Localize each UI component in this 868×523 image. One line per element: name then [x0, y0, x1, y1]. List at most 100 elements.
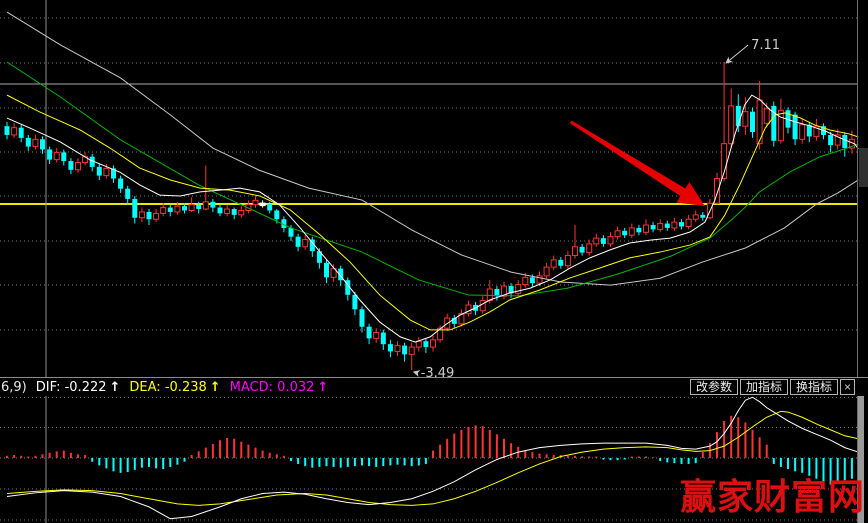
candle-up	[714, 178, 720, 204]
candle-up	[777, 109, 784, 142]
candle-down	[352, 294, 358, 310]
candle-up	[252, 199, 259, 206]
candle-up	[728, 105, 735, 145]
candle-up	[224, 208, 231, 214]
candle-up	[550, 259, 557, 268]
candle-down	[387, 344, 393, 352]
candle-up	[458, 313, 465, 325]
dea-value: DEA: -0.238 ↑	[129, 379, 221, 395]
candle-up	[692, 214, 699, 220]
add-indicator-button[interactable]: 加指标	[739, 379, 788, 395]
annotation-arrow	[725, 44, 749, 64]
ma-fast2-line	[6, 94, 859, 331]
dea-line	[6, 410, 859, 506]
indicator-bar: 6,9) DIF: -0.222 ↑ DEA: -0.238 ↑ MACD: 0.0…	[0, 377, 868, 396]
candle-up	[586, 243, 593, 254]
ma-long-line	[6, 11, 859, 286]
candle-down	[295, 236, 301, 247]
candle-up	[536, 275, 543, 284]
candle-up	[408, 346, 415, 355]
close-indicator-button[interactable]: ×	[839, 379, 855, 395]
candle-up	[607, 236, 614, 245]
candle-flat	[259, 202, 266, 207]
candle-down	[18, 127, 24, 138]
candle-up	[515, 284, 522, 294]
candle-down	[324, 262, 329, 278]
candle-down	[125, 188, 131, 199]
dea-up-arrow-icon: ↑	[209, 379, 221, 395]
macd-panel-scrollbar[interactable]	[858, 396, 864, 523]
candle-up	[32, 138, 39, 148]
price-annotation: 7.11	[751, 38, 780, 53]
dif-line	[6, 396, 859, 520]
candle-down	[111, 168, 116, 179]
candle-down	[508, 286, 514, 294]
candle-down	[4, 126, 10, 135]
candle-down	[785, 110, 791, 128]
ma-fast-line	[6, 94, 859, 343]
candle-up	[572, 246, 578, 257]
candle-up	[614, 230, 621, 238]
candle-up	[479, 300, 486, 312]
candle-down	[806, 124, 812, 137]
candle-down	[40, 139, 45, 150]
candle-down	[96, 166, 102, 176]
macd-value: MACD: 0.032 ↑	[229, 379, 329, 395]
change-params-button[interactable]: 改参数	[689, 379, 738, 395]
candle-down	[679, 222, 684, 227]
candle-down	[451, 318, 457, 324]
candle-down	[828, 134, 834, 146]
scrollbar-thumb[interactable]	[859, 148, 868, 187]
watermark: 赢家财富网	[679, 476, 865, 518]
candle-down	[61, 152, 67, 162]
candle-down	[288, 227, 294, 237]
candle-down	[25, 137, 31, 147]
candle-down	[664, 223, 670, 228]
candle-down	[402, 345, 408, 355]
candle-down	[267, 204, 273, 211]
annotation-arrow	[412, 370, 421, 377]
candle-up	[721, 143, 728, 180]
dif-value: DIF: -0.222 ↑	[35, 379, 121, 395]
candle-down	[650, 225, 656, 230]
candle-down	[146, 211, 152, 220]
candle-down	[494, 288, 500, 297]
candle-up	[437, 327, 444, 341]
candle-down	[558, 259, 564, 266]
candle-up	[138, 211, 145, 219]
switch-indicator-button[interactable]: 换指标	[789, 379, 838, 395]
candle-up	[465, 304, 472, 315]
candle-up	[238, 209, 245, 216]
candle-up	[763, 108, 770, 124]
candle-up	[593, 237, 600, 245]
candle-up	[657, 223, 664, 230]
candle-down	[118, 178, 124, 189]
candle-down	[309, 239, 315, 252]
candle-up	[628, 227, 635, 236]
candle-up	[671, 221, 678, 229]
candle-down	[217, 207, 223, 214]
macd-params-label: 6,9)	[1, 379, 27, 395]
candle-up	[564, 255, 571, 267]
candle-down	[636, 227, 642, 233]
macd-up-arrow-icon: ↑	[317, 379, 329, 395]
candle-up	[643, 224, 649, 233]
candle-up	[430, 339, 436, 348]
candle-down	[735, 105, 741, 127]
ma-mid-line	[6, 61, 859, 297]
candle-down	[750, 111, 755, 133]
candle-up	[302, 239, 309, 248]
candle-up	[522, 276, 529, 286]
candle-up	[799, 124, 806, 140]
candle-up	[11, 127, 18, 136]
candle-down	[182, 206, 187, 211]
candle-down	[529, 277, 535, 284]
candle-up	[53, 151, 60, 161]
candle-down	[210, 201, 216, 208]
candle-up	[153, 212, 160, 220]
candle-down	[196, 204, 202, 210]
candle-up	[543, 266, 550, 277]
candle-down	[600, 238, 606, 244]
